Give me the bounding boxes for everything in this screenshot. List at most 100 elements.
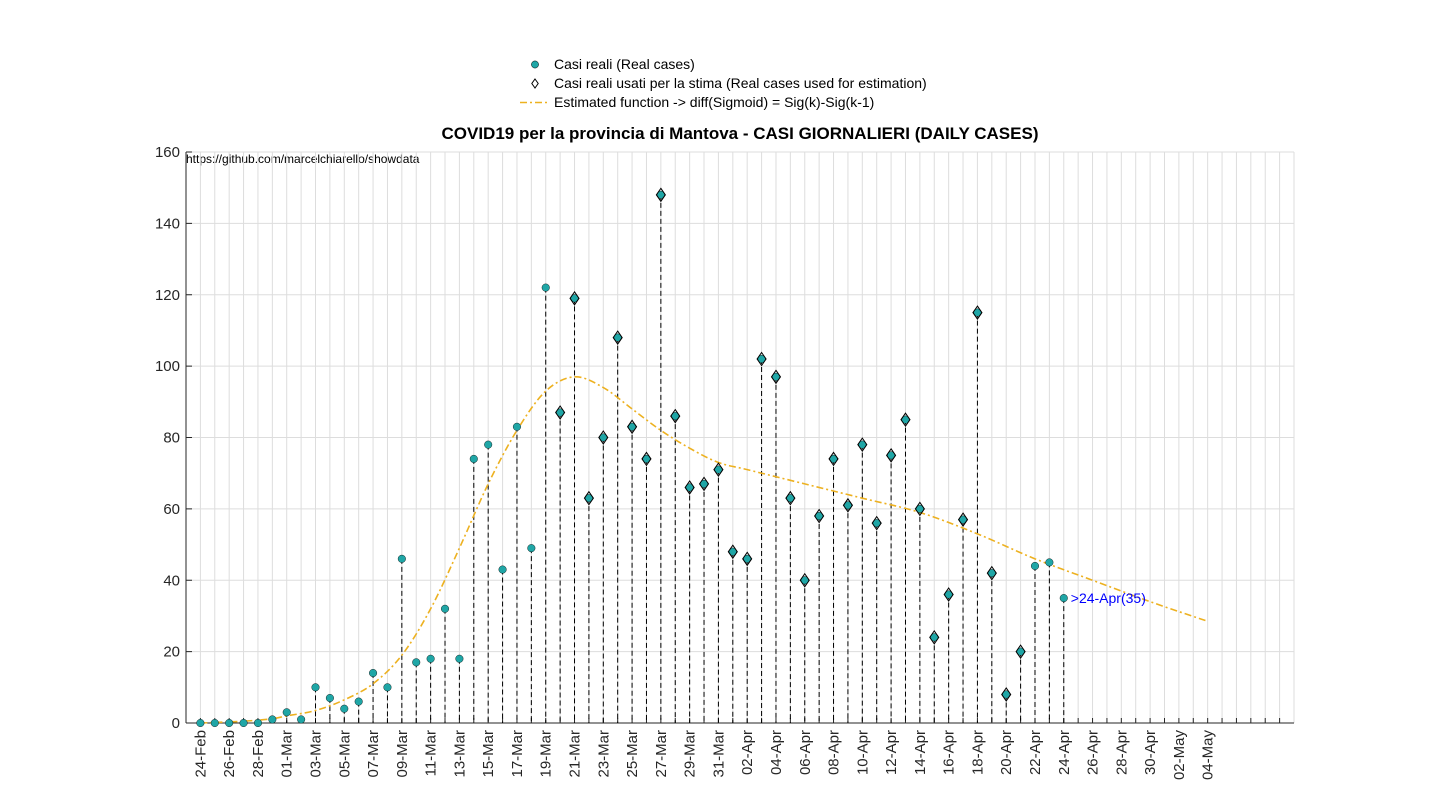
legend-label-real-cases: Casi reali (Real cases) [554,56,695,72]
chart-title: COVID19 per la provincia di Mantova - CA… [441,124,1039,143]
estimated-function-line [200,376,1208,724]
stem-lines [271,194,1065,723]
x-tick-label: 31-Mar [710,730,727,778]
x-tick-label: 11-Mar [423,730,440,776]
x-tick-label: 16-Apr [941,730,958,775]
real-case-point [426,654,435,663]
real-case-point [441,604,450,613]
x-tick-label: 08-Apr [826,730,843,775]
x-tick-label: 06-Apr [797,730,814,775]
estimation-case-diamond [655,187,666,203]
real-case-point [1030,561,1039,570]
real-case-point [297,715,306,724]
estimation-case-diamond [957,512,969,527]
real-case-point [714,465,723,474]
real-case-point [613,333,622,342]
x-tick-label: 27-Mar [653,730,670,778]
estimation-case-diamond [799,572,810,588]
estimation-case-diamond [641,451,652,467]
real-case-point [397,554,406,563]
real-case-point [1059,594,1068,603]
real-case-point [599,433,608,442]
x-tick-label: 01-Mar [279,730,296,778]
y-axis-ticks: 0 20 40 60 80 100 120 140 160 [155,144,192,732]
x-tick-label: 15-Mar [480,730,497,778]
real-case-point [656,190,665,199]
real-case-point [311,683,320,692]
real-case-point [1016,647,1025,656]
real-case-point [354,697,363,706]
real-case-point [743,554,752,563]
x-tick-label: 20-Apr [998,730,1015,775]
real-case-point [829,454,838,463]
real-case-point [455,654,464,663]
estimation-case-diamond [770,369,782,385]
y-tick-label: 20 [163,644,180,661]
x-tick-label: 10-Apr [854,730,871,775]
x-tick-label: 21-Mar [567,730,584,778]
real-case-point [700,479,709,488]
estimation-case-diamond [670,408,681,424]
real-case-point [757,354,766,363]
real-case-point [498,565,507,574]
x-tick-label: 09-Mar [394,730,411,778]
y-tick-label: 160 [155,144,180,161]
estimation-case-diamond [972,305,983,320]
real-case-point [728,547,737,556]
grid-lines [185,151,1295,724]
real-case-point [800,576,809,585]
estimation-case-diamond [569,290,580,306]
real-case-point [282,708,291,717]
real-case-point [1045,558,1054,567]
real-case-point [325,694,334,703]
source-url: https://github.com/marcelchiarello/showd… [186,152,420,166]
estimation-case-diamond [943,587,954,602]
chart-legend: Casi reali (Real cases) Casi reali usati… [516,55,927,112]
estimation-case-diamond [871,515,882,531]
dashdot-line-icon [520,101,550,104]
estimation-case-diamond [900,412,911,428]
real-case-point [987,569,996,578]
x-tick-label: 17-Mar [509,730,526,778]
estimation-case-diamond [598,430,609,445]
real-case-point [944,590,953,599]
x-tick-label: 22-Apr [1027,730,1044,775]
x-tick-label: 29-Mar [682,730,699,778]
x-tick-label: 14-Apr [912,730,929,775]
x-tick-label: 04-May [1200,730,1217,781]
real-case-point [383,683,392,692]
last-value-annotation: >24-Apr(35) [1071,590,1146,606]
x-tick-label: 25-Mar [624,730,641,778]
real-case-point [210,719,219,728]
real-case-point [628,422,637,431]
x-tick-label: 12-Apr [883,730,900,775]
x-tick-label: 02-May [1171,730,1188,781]
estimation-case-diamond [727,544,738,560]
real-case-point [685,483,694,492]
real-case-point [527,544,536,553]
estimation-case-diamond [814,508,825,524]
x-tick-label: 30-Apr [1142,730,1159,775]
estimation-case-diamond [914,501,925,517]
real-case-point [930,633,939,642]
real-case-point [858,440,867,449]
y-tick-label: 140 [155,215,180,232]
dot-marker-icon [531,60,539,69]
real-case-point [340,704,349,713]
x-tick-label: 13-Mar [451,730,468,778]
x-tick-label: 18-Apr [969,730,986,775]
real-case-point [973,308,982,317]
y-tick-label: 120 [155,287,180,304]
estimation-case-diamond [857,437,868,453]
y-tick-label: 0 [172,715,180,732]
real-case-point [815,512,824,521]
x-tick-label: 26-Apr [1085,730,1102,775]
estimation-case-diamond [986,565,997,581]
real-case-point [225,719,234,728]
estimation-case-diamond [612,330,623,345]
estimation-case-diamond [828,451,839,467]
real-case-point [584,494,593,503]
x-tick-label: 04-Apr [768,730,785,775]
estimation-case-diamond [713,462,724,477]
legend-item-real-cases: Casi reali (Real cases) [516,55,927,74]
